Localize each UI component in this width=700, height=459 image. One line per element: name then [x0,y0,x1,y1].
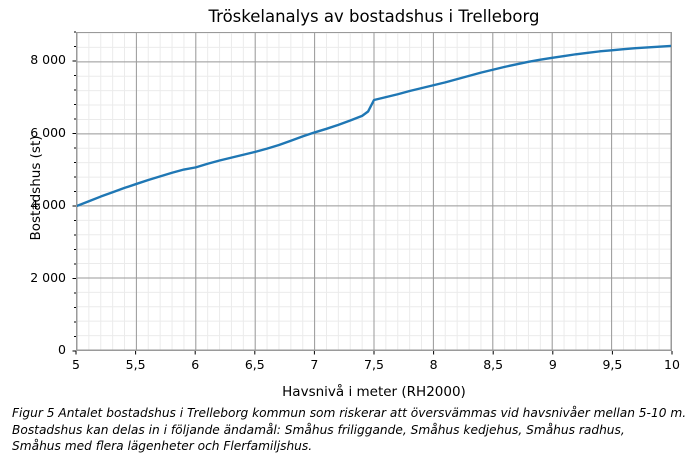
x-tick-label: 5,5 [125,357,146,372]
y-tick-label: 0 [58,342,66,357]
y-tick-label: 4 000 [30,197,66,212]
plot-canvas [77,33,671,350]
figure-caption: Figur 5 Antalet bostadshus i Trelleborg … [12,405,692,455]
y-axis-title: Bostadshus (st) [28,135,44,241]
x-tick-label: 8 [429,357,438,372]
caption-line-1: Figur 5 Antalet bostadshus i Trelleborg … [12,406,687,420]
chart-title: Tröskelanalys av bostadshus i Trelleborg [208,7,540,26]
x-tick-label: 6 [191,357,200,372]
x-tick-label: 10 [664,357,680,372]
plot-area [76,32,672,351]
data-line [77,44,671,208]
major-gridlines [77,33,671,350]
x-tick-label: 5 [72,357,80,372]
y-tick-label: 8 000 [30,52,66,67]
x-tick-label: 7 [310,357,319,372]
x-tick-label: 8,5 [483,357,504,372]
x-axis-title: Havsnivå i meter (RH2000) [282,384,466,400]
y-tick-label: 2 000 [30,269,66,285]
y-tick-label: 6 000 [30,124,66,140]
caption-line-2: Bostadshus kan delas in i följande ändam… [12,422,625,437]
x-tick-label: 6,5 [244,357,265,372]
x-tick-label: 7,5 [364,357,384,372]
caption-line-3: Småhus med flera lägenheter och Flerfami… [12,439,313,453]
x-tick-label: 9,5 [602,357,623,372]
x-tick-label: 9 [548,357,557,372]
